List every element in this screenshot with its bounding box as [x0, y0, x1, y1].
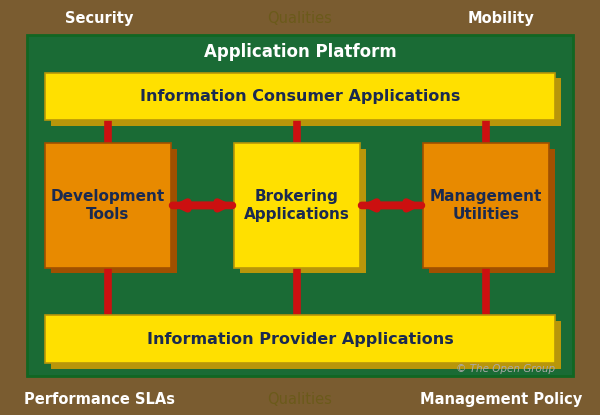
Bar	[51, 149, 177, 273]
Text: Information Consumer Applications: Information Consumer Applications	[140, 89, 460, 104]
Text: Security: Security	[65, 11, 133, 26]
Text: Management Policy: Management Policy	[420, 392, 582, 407]
Text: Qualities: Qualities	[268, 392, 332, 407]
Text: Development
Tools: Development Tools	[51, 189, 165, 222]
Bar	[51, 321, 561, 369]
Bar	[429, 149, 555, 273]
Bar	[45, 73, 555, 120]
Bar	[45, 143, 171, 268]
Bar	[423, 143, 549, 268]
Bar	[234, 143, 360, 268]
Text: Mobility: Mobility	[467, 11, 535, 26]
Text: Qualities: Qualities	[268, 11, 332, 26]
Text: Information Provider Applications: Information Provider Applications	[146, 332, 454, 347]
Text: Performance SLAs: Performance SLAs	[23, 392, 175, 407]
Text: © The Open Group: © The Open Group	[456, 364, 555, 374]
Bar	[45, 315, 555, 363]
Bar	[51, 78, 561, 126]
Bar	[27, 35, 573, 376]
Text: Management
Utilities: Management Utilities	[430, 189, 542, 222]
Text: Brokering
Applications: Brokering Applications	[244, 189, 350, 222]
Bar	[240, 149, 366, 273]
Text: Application Platform: Application Platform	[203, 43, 397, 61]
